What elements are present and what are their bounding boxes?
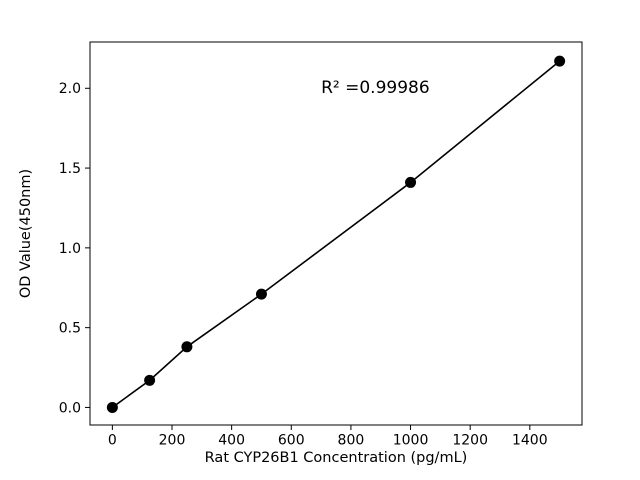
r-squared-annotation: R² =0.99986 <box>321 78 430 98</box>
data-point <box>554 55 566 67</box>
y-tick-label: 2.0 <box>59 81 81 97</box>
x-tick-label: 0 <box>108 433 117 449</box>
data-point <box>144 374 156 386</box>
y-axis-label: OD Value(450nm) <box>18 169 34 298</box>
x-tick-label: 1200 <box>452 433 488 449</box>
data-point <box>405 176 417 188</box>
fit-line <box>111 60 561 409</box>
plot-border <box>89 41 583 426</box>
x-tick-label: 1400 <box>512 433 548 449</box>
data-point <box>106 401 118 413</box>
data-point <box>255 288 267 300</box>
y-tick-label: 0.0 <box>59 400 81 416</box>
x-tick-label: 1000 <box>393 433 429 449</box>
y-tick-label: 1.5 <box>59 161 81 177</box>
y-tick-label: 1.0 <box>59 241 81 257</box>
x-tick-label: 600 <box>278 433 305 449</box>
x-tick-label: 400 <box>218 433 245 449</box>
data-point <box>181 341 193 353</box>
x-axis-label: Rat CYP26B1 Concentration (pg/mL) <box>205 450 468 466</box>
y-tick-label: 0.5 <box>59 321 81 337</box>
x-tick-label: 800 <box>338 433 365 449</box>
x-tick-label: 200 <box>159 433 186 449</box>
